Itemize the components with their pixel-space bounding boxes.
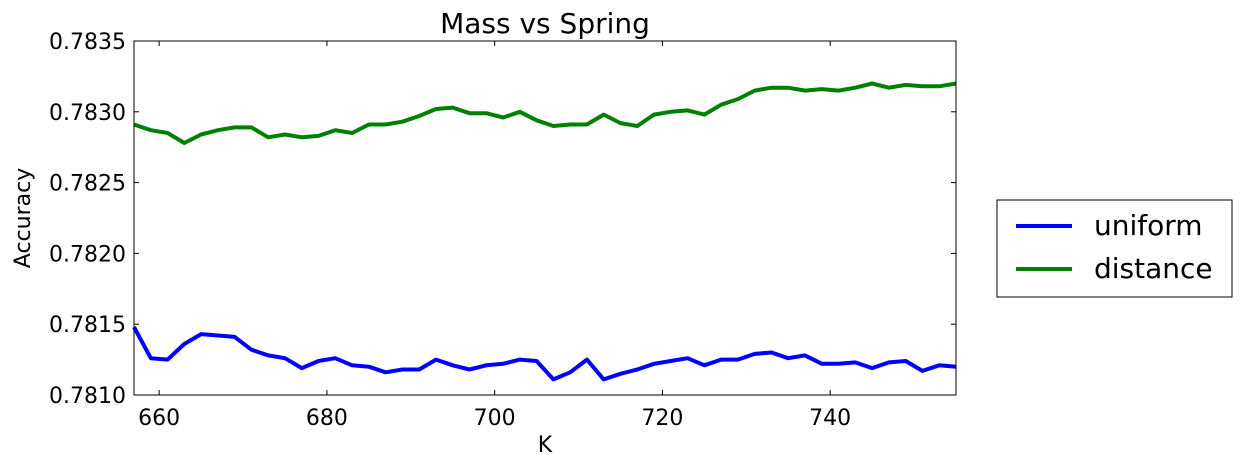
y-tick-label: 0.7830 <box>49 101 126 126</box>
y-tick-label: 0.7820 <box>49 242 126 267</box>
x-axis-ticks: 660 680 700 720 740 <box>138 41 851 431</box>
legend: uniform distance <box>996 199 1233 298</box>
x-tick-label: 700 <box>474 406 516 431</box>
series-line-distance <box>133 81 957 145</box>
y-tick-label: 0.7815 <box>49 313 126 338</box>
x-axis-label: K <box>538 433 553 458</box>
legend-label-uniform: uniform <box>1094 209 1203 242</box>
x-tick-label: 740 <box>809 406 851 431</box>
x-tick-label: 720 <box>641 406 683 431</box>
y-tick-label: 0.7835 <box>49 30 126 55</box>
legend-label-distance: distance <box>1094 252 1213 285</box>
y-tick-label: 0.7810 <box>49 384 126 409</box>
x-tick-label: 680 <box>306 406 348 431</box>
legend-box <box>996 199 1233 298</box>
chart-title: Mass vs Spring <box>440 7 650 40</box>
y-axis-label: Accuracy <box>11 168 36 268</box>
series-line-uniform <box>132 326 957 382</box>
plot-frame <box>133 40 957 396</box>
y-tick-label: 0.7825 <box>49 172 126 197</box>
x-tick-label: 660 <box>138 406 180 431</box>
series-layer <box>132 81 957 382</box>
y-axis-ticks: 0.7810 0.7815 0.7820 0.7825 0.7830 0.7835 <box>49 30 956 409</box>
